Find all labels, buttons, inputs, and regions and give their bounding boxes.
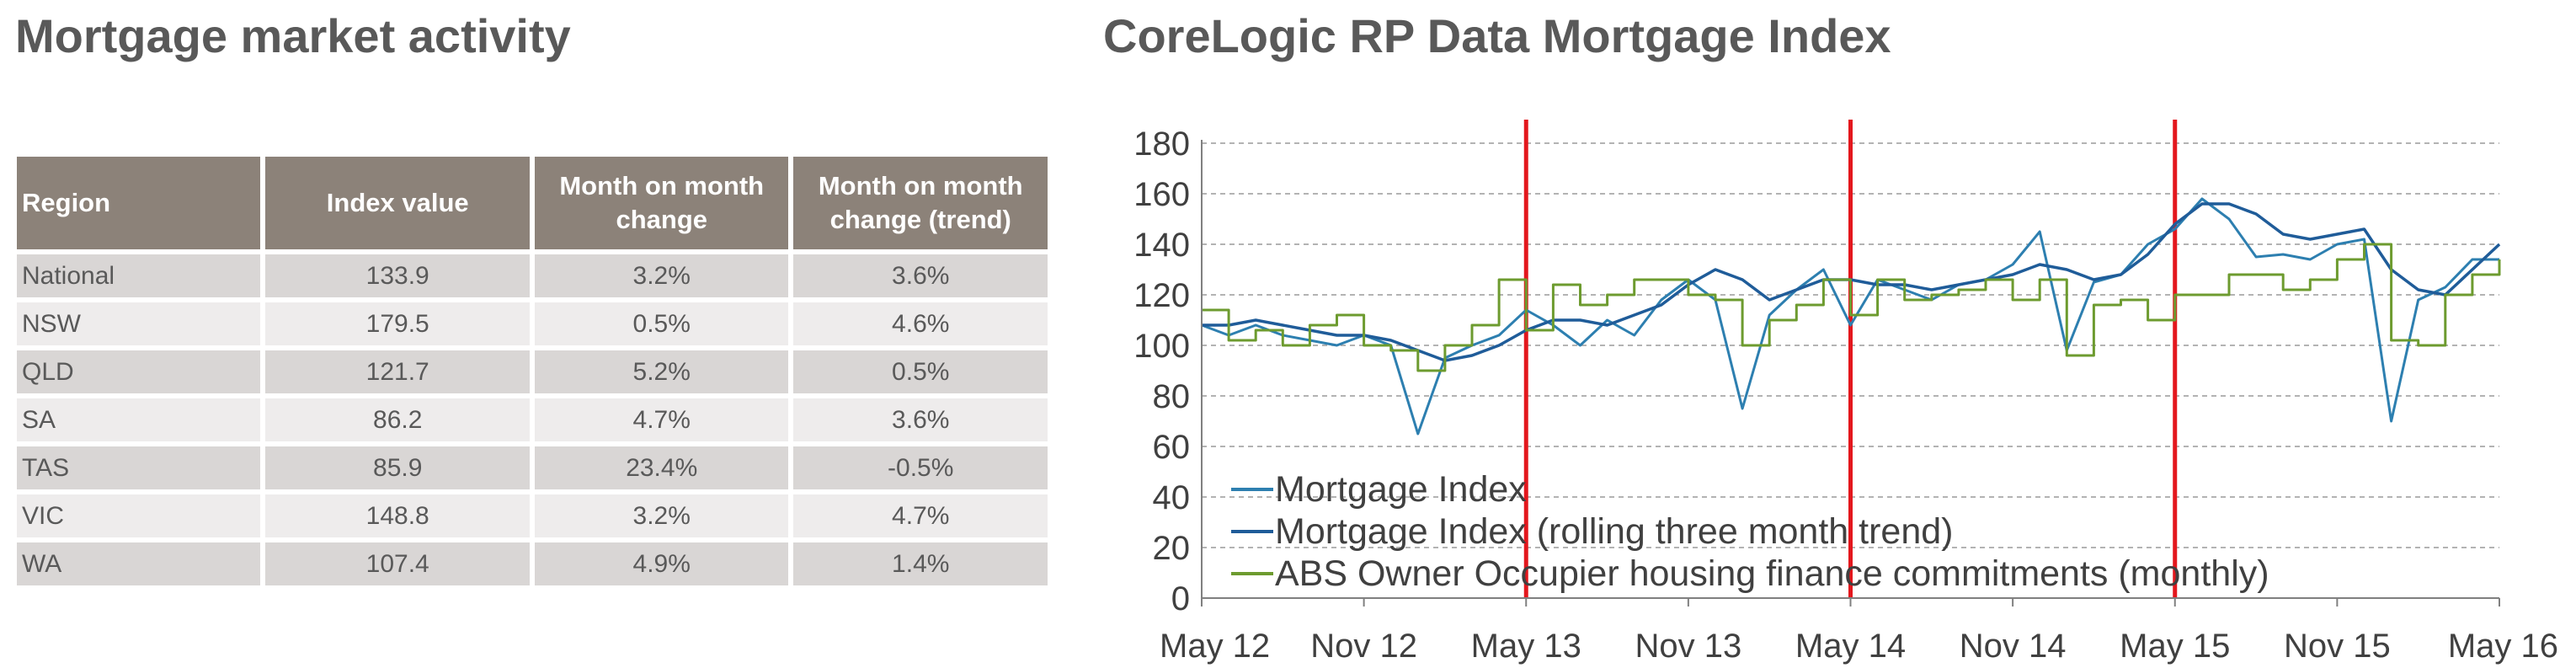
mom-trend-cell: 4.6% (793, 302, 1048, 345)
region-cell: SA (17, 398, 261, 441)
region-cell: WA (17, 542, 261, 585)
x-tick-label: May 12 (1160, 628, 1270, 665)
table-row: TAS 85.9 23.4% -0.5% (17, 446, 1048, 489)
y-tick-label: 180 (1133, 126, 1190, 163)
index-value-cell: 85.9 (265, 446, 530, 489)
index-value-cell: 148.8 (265, 494, 530, 537)
table-row: SA 86.2 4.7% 3.6% (17, 398, 1048, 441)
y-tick-label: 100 (1133, 328, 1190, 365)
axes: 0 20 40 60 80 100 120 140 160 180 May 12 Nov 12 May … (1133, 126, 2558, 665)
series-lines (1201, 197, 2501, 436)
series-line-3 (1202, 243, 2501, 372)
y-tick-label: 80 (1153, 378, 1191, 415)
mom-trend-cell: 1.4% (793, 542, 1048, 585)
column-header-month-on-month: Month on month change (534, 157, 789, 249)
column-header-month-on-month-trend: Month on month change (trend) (793, 157, 1048, 249)
mom-trend-cell: -0.5% (793, 446, 1048, 489)
mortgage-index-chart: 0 20 40 60 80 100 120 140 160 180 May 12 Nov 12 May … (1133, 120, 2558, 665)
x-tick-label: Nov 13 (1635, 628, 1742, 665)
index-value-cell: 107.4 (265, 542, 530, 585)
index-value-cell: 133.9 (265, 254, 530, 297)
index-value-cell: 86.2 (265, 398, 530, 441)
table-row: WA 107.4 4.9% 1.4% (17, 542, 1048, 585)
region-cell: VIC (17, 494, 261, 537)
x-tick-label: May 13 (1471, 628, 1581, 665)
reference-lines (1523, 120, 2178, 598)
y-tick-label: 120 (1133, 277, 1190, 314)
y-tick-label: 0 (1171, 580, 1190, 617)
x-tick-label: Nov 14 (1960, 628, 2067, 665)
y-tick-label: 60 (1153, 429, 1191, 466)
index-value-cell: 179.5 (265, 302, 530, 345)
y-tick-label: 20 (1153, 530, 1191, 567)
mom-change-cell: 4.7% (534, 398, 789, 441)
y-tick-label: 140 (1133, 227, 1190, 264)
region-cell: National (17, 254, 261, 297)
mom-trend-cell: 3.6% (793, 398, 1048, 441)
region-cell: QLD (17, 350, 261, 393)
mom-change-cell: 3.2% (534, 494, 789, 537)
legend-entry: Mortgage Index (1275, 469, 1527, 510)
region-cell: NSW (17, 302, 261, 345)
column-header-region: Region (17, 157, 261, 249)
series-line-1 (1201, 197, 2499, 436)
legend-entry: ABS Owner Occupier housing finance commi… (1275, 553, 2269, 594)
x-tick-label: Nov 15 (2284, 628, 2391, 665)
region-cell: TAS (17, 446, 261, 489)
table-row: VIC 148.8 3.2% 4.7% (17, 494, 1048, 537)
legend-entry: Mortgage Index (rolling three month tren… (1275, 511, 1953, 552)
mom-trend-cell: 0.5% (793, 350, 1048, 393)
chart-title: CoreLogic RP Data Mortgage Index (1103, 9, 1891, 62)
table-row: NSW 179.5 0.5% 4.6% (17, 302, 1048, 345)
mom-change-cell: 3.2% (534, 254, 789, 297)
column-header-index-value: Index value (265, 157, 530, 249)
y-tick-label: 160 (1133, 176, 1190, 213)
mom-change-cell: 4.9% (534, 542, 789, 585)
mom-trend-cell: 4.7% (793, 494, 1048, 537)
y-tick-label: 40 (1153, 479, 1191, 516)
table-row: QLD 121.7 5.2% 0.5% (17, 350, 1048, 393)
table-row: National 133.9 3.2% 3.6% (17, 254, 1048, 297)
mom-change-cell: 5.2% (534, 350, 789, 393)
mom-trend-cell: 3.6% (793, 254, 1048, 297)
left-panel-title: Mortgage market activity (15, 9, 571, 62)
x-tick-label: May 14 (1795, 628, 1906, 665)
x-tick-label: May 16 (2448, 628, 2558, 665)
table-header-row: Region Index value Month on month change… (17, 157, 1048, 249)
mom-change-cell: 23.4% (534, 446, 789, 489)
x-tick-label: Nov 12 (1310, 628, 1417, 665)
mortgage-market-table: Region Index value Month on month change… (12, 152, 1053, 591)
mom-change-cell: 0.5% (534, 302, 789, 345)
index-value-cell: 121.7 (265, 350, 530, 393)
x-tick-label: May 15 (2120, 628, 2230, 665)
